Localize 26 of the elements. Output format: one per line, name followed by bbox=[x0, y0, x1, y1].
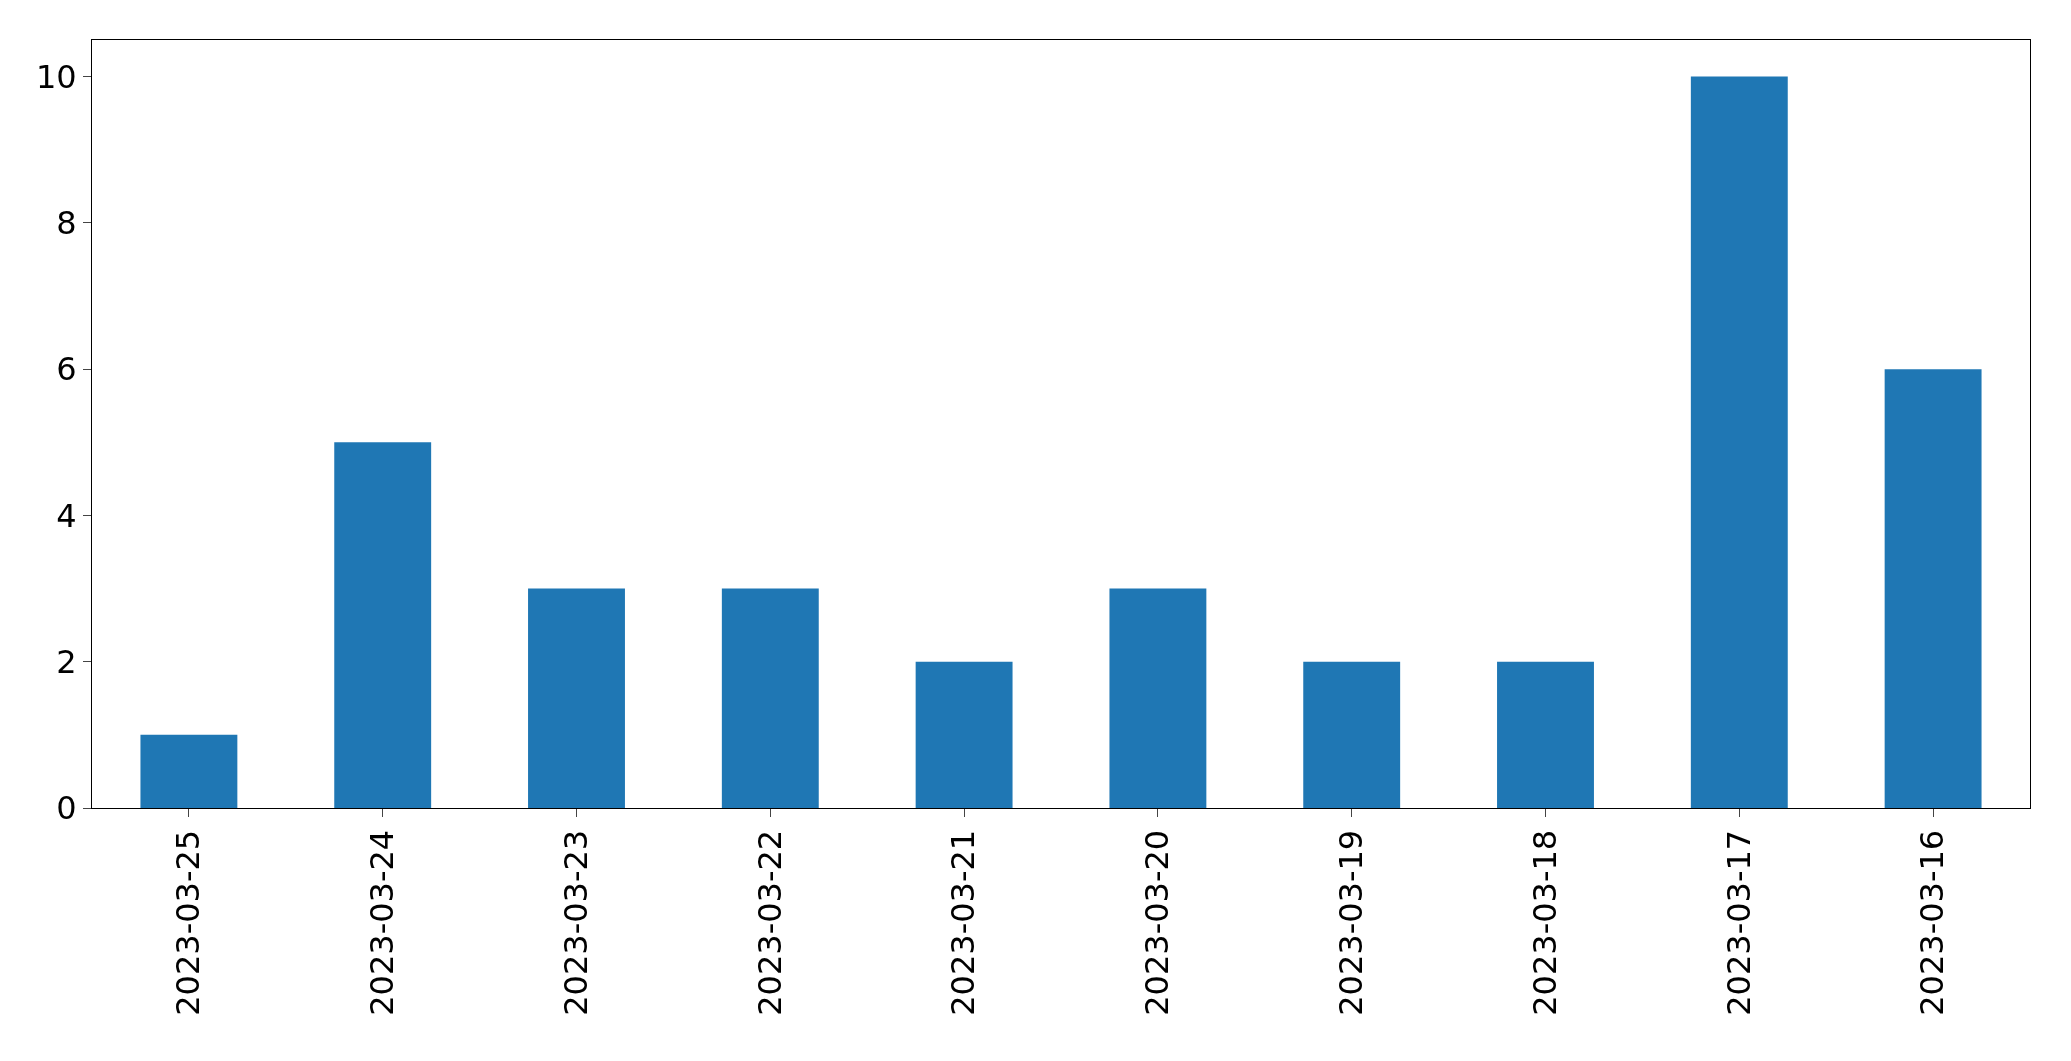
y-tick-label: 8 bbox=[56, 204, 77, 243]
x-tick-label: 2023-03-19 bbox=[1332, 829, 1371, 1016]
x-tick-label: 2023-03-22 bbox=[750, 829, 789, 1016]
x-tick-label: 2023-03-20 bbox=[1138, 829, 1177, 1016]
bar bbox=[915, 661, 1013, 808]
bar bbox=[721, 588, 819, 808]
bar bbox=[1497, 661, 1594, 808]
x-tick-label: 2023-03-18 bbox=[1525, 829, 1564, 1016]
x-tick-label: 2023-03-24 bbox=[363, 829, 402, 1016]
bar bbox=[334, 442, 432, 808]
bar bbox=[1303, 661, 1401, 808]
y-tick-label: 4 bbox=[56, 496, 77, 535]
x-tick-label: 2023-03-17 bbox=[1719, 829, 1758, 1016]
x-tick-label: 2023-03-21 bbox=[944, 829, 983, 1016]
bar bbox=[1690, 76, 1788, 808]
x-tick-label: 2023-03-25 bbox=[169, 829, 208, 1016]
y-tick-label: 6 bbox=[56, 350, 77, 389]
y-tick-label: 2 bbox=[56, 642, 77, 681]
y-tick-label: 10 bbox=[35, 57, 77, 96]
y-tick-label: 0 bbox=[56, 789, 77, 828]
bar bbox=[528, 588, 625, 808]
bar bbox=[140, 734, 238, 808]
bar bbox=[1884, 369, 1982, 808]
bar bbox=[1109, 588, 1207, 808]
x-tick-label: 2023-03-23 bbox=[556, 829, 595, 1016]
x-tick-label: 2023-03-16 bbox=[1913, 829, 1952, 1016]
